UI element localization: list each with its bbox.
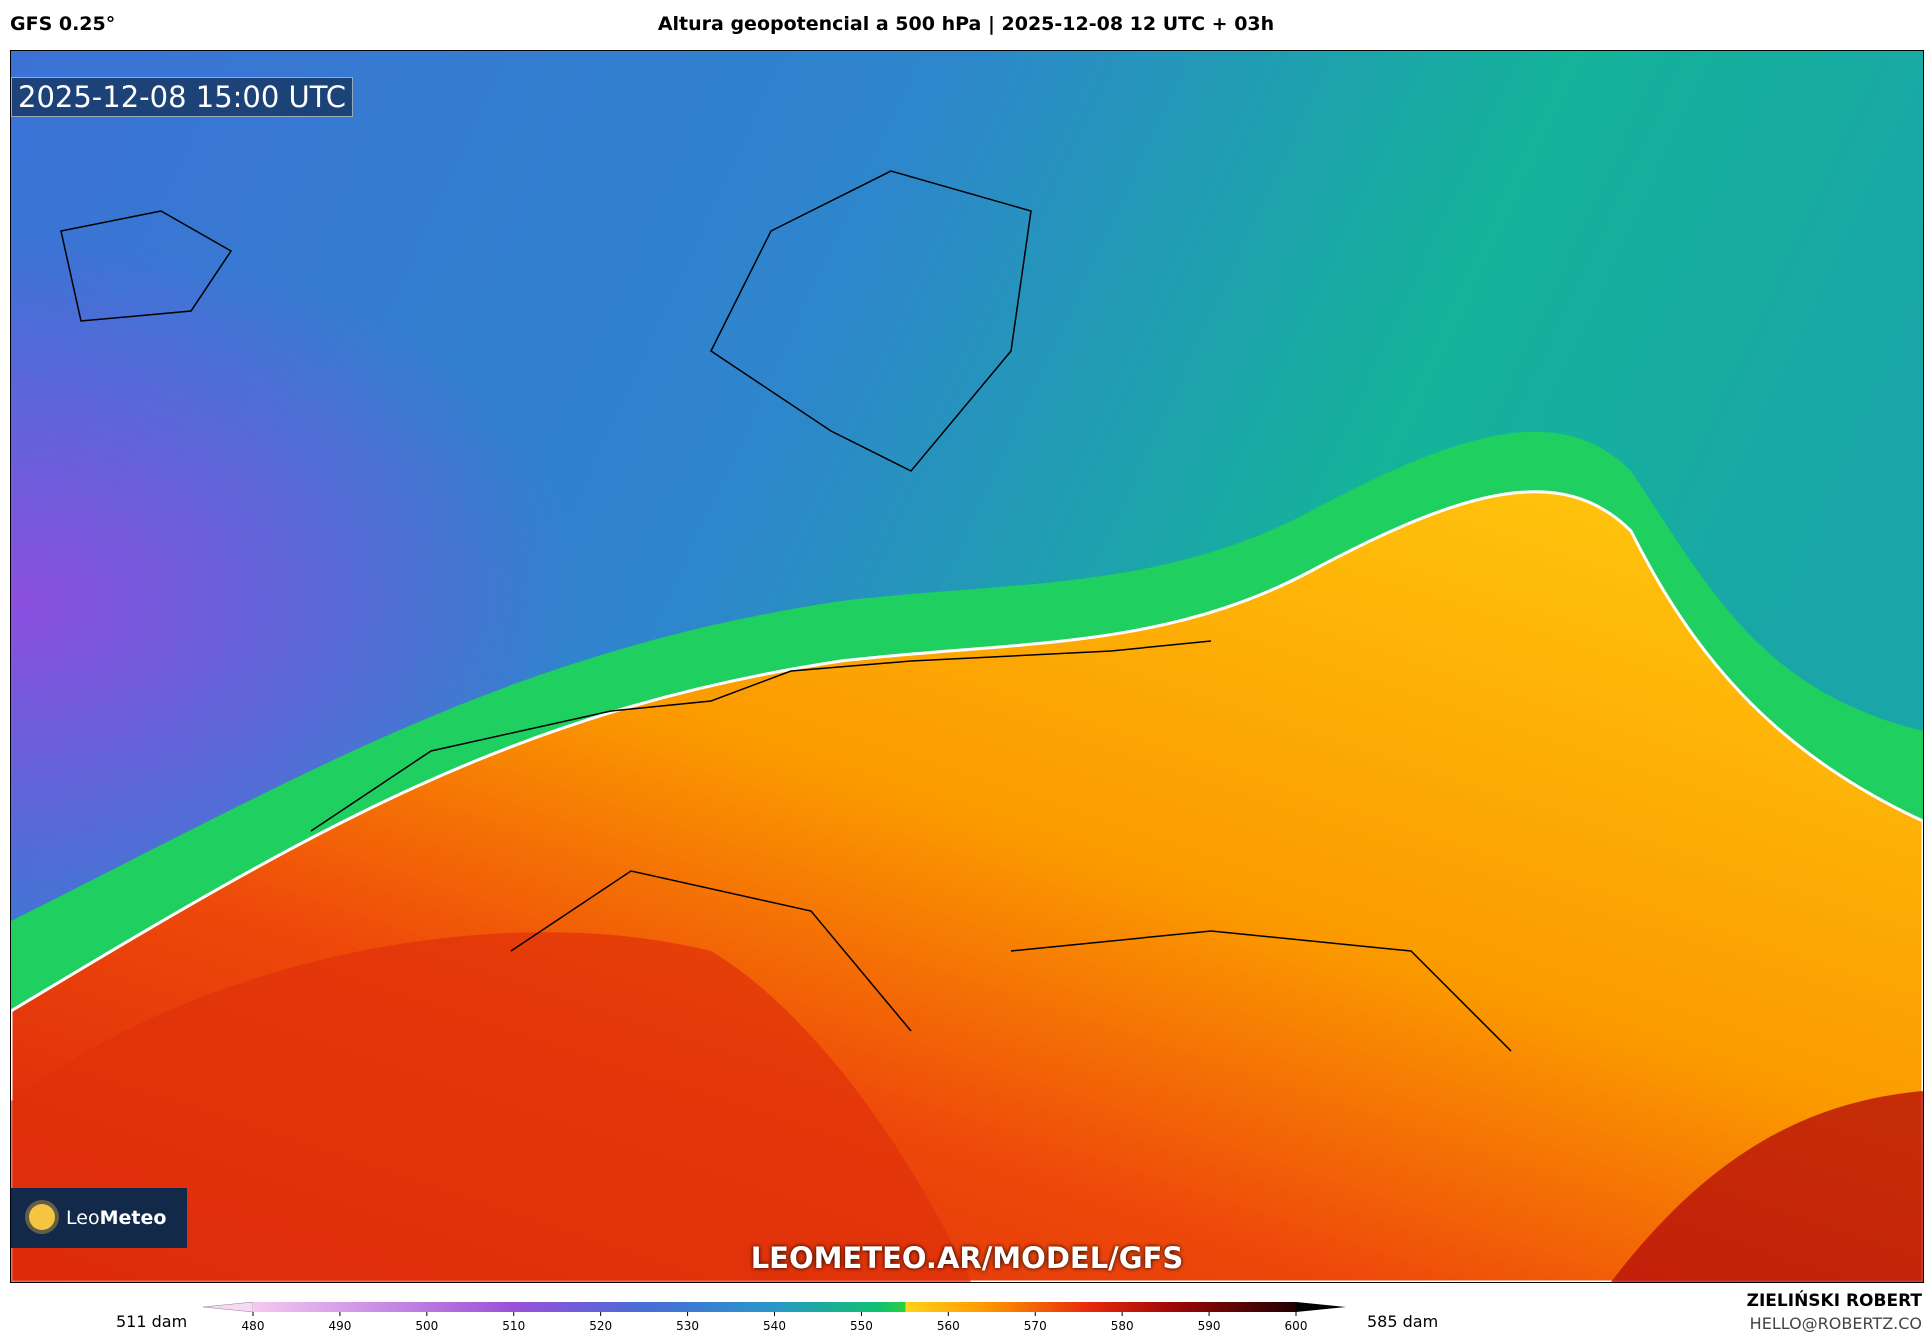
extend-high	[1296, 1302, 1346, 1312]
colorbar-tick-label: 540	[763, 1319, 786, 1333]
colorbar-tick-label: 600	[1285, 1319, 1308, 1333]
colorbar-fill	[253, 1302, 1296, 1312]
colorbar-tick-label: 500	[415, 1319, 438, 1333]
map-field	[11, 51, 1923, 1282]
colorbar-tick-label: 570	[1024, 1319, 1047, 1333]
colorbar-tick-label: 580	[1111, 1319, 1134, 1333]
logo-light: Leo	[66, 1207, 100, 1229]
logo-bold: Meteo	[99, 1207, 167, 1229]
colorbar-tick-label: 480	[242, 1319, 265, 1333]
extend-low	[202, 1301, 254, 1313]
credit-name: ZIELIŃSKI ROBERT	[1746, 1291, 1922, 1311]
logo-sun	[29, 1204, 55, 1230]
colorbar-tick-label: 530	[676, 1319, 699, 1333]
watermark: LEOMETEO.AR/MODEL/GFS	[750, 1241, 1184, 1275]
colorbar: 480 490 500 510 520 530 540 550 560 570 580 590 600	[202, 1301, 1346, 1333]
logo: LeoMeteo	[11, 1188, 187, 1248]
title: Altura geopotencial a 500 hPa | 2025-12-…	[657, 13, 1275, 35]
valid-time: 2025-12-08 15:00 UTC	[11, 77, 354, 117]
credit-email: HELLO@ROBERTZ.CO	[1749, 1314, 1922, 1333]
colorbar-tick-label: 590	[1198, 1319, 1221, 1333]
colorbar-tick-label: 520	[589, 1319, 612, 1333]
colorbar-tick-label: 510	[502, 1319, 525, 1333]
model-label: GFS 0.25°	[10, 13, 116, 35]
colorbar-tick-label: 550	[850, 1319, 873, 1333]
colorbar-tick-label: 560	[937, 1319, 960, 1333]
min-label: 511 dam	[116, 1312, 188, 1331]
max-label: 585 dam	[1367, 1312, 1439, 1331]
colorbar-tick-label: 490	[328, 1319, 351, 1333]
map: 2025-12-08 15:00 UTC LeoMeteo LEOMETEO.A…	[10, 50, 1924, 1283]
